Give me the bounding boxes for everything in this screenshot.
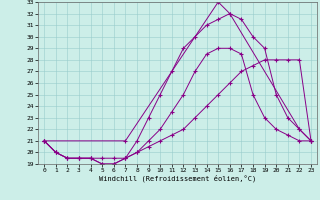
- X-axis label: Windchill (Refroidissement éolien,°C): Windchill (Refroidissement éolien,°C): [99, 175, 256, 182]
